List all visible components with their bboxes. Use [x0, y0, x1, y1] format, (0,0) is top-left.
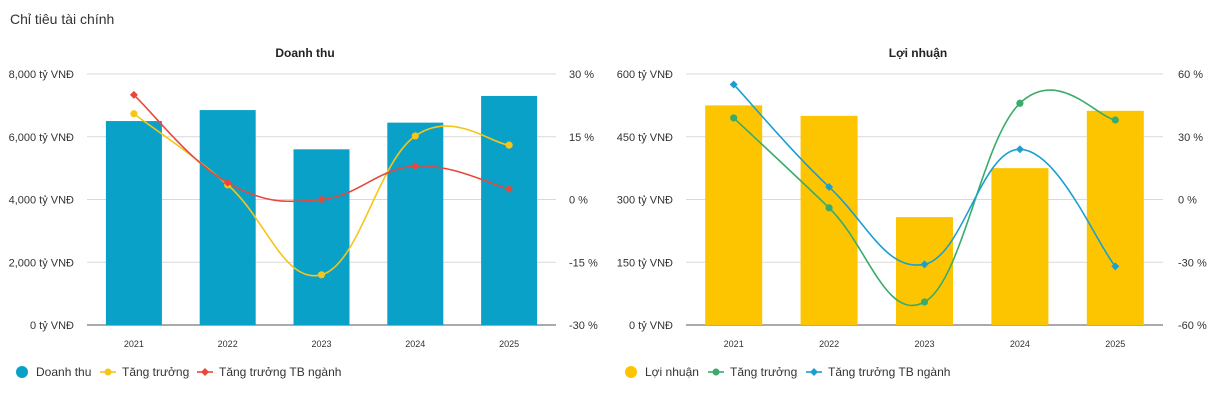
- bar: [705, 105, 763, 325]
- y-left-tick-label: 150 tỷ VNĐ: [617, 257, 673, 269]
- y-left-tick-label: 6,000 tỷ VNĐ: [9, 132, 74, 144]
- bar: [800, 115, 858, 325]
- series-point: [825, 204, 833, 212]
- y-right-tick-label: -30 %: [1178, 257, 1207, 269]
- x-tick-label: 2025: [499, 339, 519, 349]
- y-right-tick-label: -30 %: [569, 320, 598, 332]
- series-point: [729, 80, 738, 89]
- x-tick-label: 2023: [914, 339, 934, 349]
- legend-label: Doanh thu: [36, 365, 91, 379]
- bar: [1086, 110, 1144, 326]
- series-point: [505, 141, 513, 149]
- legend-item: Lợi nhuận: [625, 365, 699, 379]
- y-right-tick-label: 30 %: [569, 69, 594, 81]
- series-point: [129, 90, 138, 99]
- series-point: [223, 178, 232, 187]
- legend-label: Tăng trưởng: [730, 365, 797, 379]
- y-left-tick-label: 8,000 tỷ VNĐ: [9, 69, 74, 81]
- x-tick-label: 2023: [311, 339, 331, 349]
- bar: [387, 122, 444, 325]
- chart-group: Lợi nhuận 0 tỷ VNĐ 150 tỷ VNĐ 300 tỷ VNĐ 450…: [617, 46, 1207, 379]
- legend-swatch: [104, 368, 112, 376]
- y-left-tick-label: 0 tỷ VNĐ: [629, 320, 673, 332]
- legend-item: Tăng trưởng: [100, 365, 189, 379]
- y-right-tick-label: 0 %: [569, 195, 588, 207]
- y-right-tick-label: -15 %: [569, 257, 598, 269]
- legend-item: Tăng trưởng TB ngành: [197, 365, 341, 379]
- bar: [481, 95, 538, 326]
- series-point: [1016, 99, 1024, 107]
- y-right-tick-label: 0 %: [1178, 195, 1197, 207]
- y-right-tick-label: 60 %: [1178, 69, 1203, 81]
- series-point: [825, 182, 834, 191]
- bar: [991, 168, 1049, 325]
- series-point: [317, 271, 326, 279]
- legend-swatch: [201, 368, 209, 376]
- legend-swatch: [712, 368, 720, 376]
- x-tick-label: 2024: [1010, 339, 1030, 349]
- series-line: [733, 83, 1116, 267]
- y-left-tick-label: 4,000 tỷ VNĐ: [9, 195, 74, 207]
- y-left-tick-label: 450 tỷ VNĐ: [617, 132, 673, 144]
- y-right-tick-label: 15 %: [569, 132, 594, 144]
- chart-title: Doanh thu: [275, 46, 334, 60]
- chart-title: Lợi nhuận: [889, 46, 948, 60]
- y-left-tick-label: 300 tỷ VNĐ: [617, 195, 673, 207]
- revenue-chart: Doanh thu 0 tỷ VNĐ 2,000 tỷ VNĐ 4,000 tỷ VN…: [9, 46, 598, 379]
- y-left-tick-label: 600 tỷ VNĐ: [617, 69, 673, 81]
- y-left-tick-label: 0 tỷ VNĐ: [30, 320, 74, 332]
- series-point: [1015, 145, 1024, 154]
- bar: [199, 110, 256, 325]
- legend-label: Tăng trưởng TB ngành: [828, 365, 950, 379]
- section-title: Chỉ tiêu tài chính: [10, 11, 115, 27]
- legend-swatch: [625, 366, 637, 378]
- profit-chart: Lợi nhuận 0 tỷ VNĐ 150 tỷ VNĐ 300 tỷ VNĐ 450…: [617, 46, 1207, 379]
- y-right-tick-label: 30 %: [1178, 132, 1203, 144]
- series-point: [1111, 262, 1120, 271]
- series-point: [1111, 116, 1119, 124]
- legend-label: Lợi nhuận: [645, 365, 699, 379]
- chart-group: Doanh thu 0 tỷ VNĐ 2,000 tỷ VNĐ 4,000 tỷ VN…: [9, 46, 598, 379]
- x-tick-label: 2024: [405, 339, 425, 349]
- series-point: [920, 298, 929, 306]
- x-tick-label: 2021: [124, 339, 144, 349]
- x-tick-label: 2021: [724, 339, 744, 349]
- y-right-tick-label: -60 %: [1178, 320, 1207, 332]
- series-point: [505, 185, 514, 194]
- legend-label: Tăng trưởng TB ngành: [219, 365, 341, 379]
- y-left-tick-label: 2,000 tỷ VNĐ: [9, 257, 74, 269]
- bar: [293, 149, 350, 325]
- legend-swatch: [16, 366, 28, 378]
- series-point: [411, 162, 420, 171]
- series-point: [317, 195, 326, 204]
- legend-item: Tăng trưởng TB ngành: [806, 365, 950, 379]
- series-point: [130, 110, 138, 118]
- series-point: [920, 260, 929, 269]
- legend-item: Tăng trưởng: [708, 365, 797, 379]
- series-point: [730, 114, 738, 122]
- bar: [896, 217, 953, 325]
- legend-item: Doanh thu: [16, 365, 91, 379]
- bar: [105, 121, 162, 325]
- x-tick-label: 2022: [218, 339, 238, 349]
- series-point: [411, 132, 419, 140]
- x-tick-label: 2022: [819, 339, 839, 349]
- legend-label: Tăng trưởng: [122, 365, 189, 379]
- legend-swatch: [810, 368, 818, 376]
- x-tick-label: 2025: [1105, 339, 1125, 349]
